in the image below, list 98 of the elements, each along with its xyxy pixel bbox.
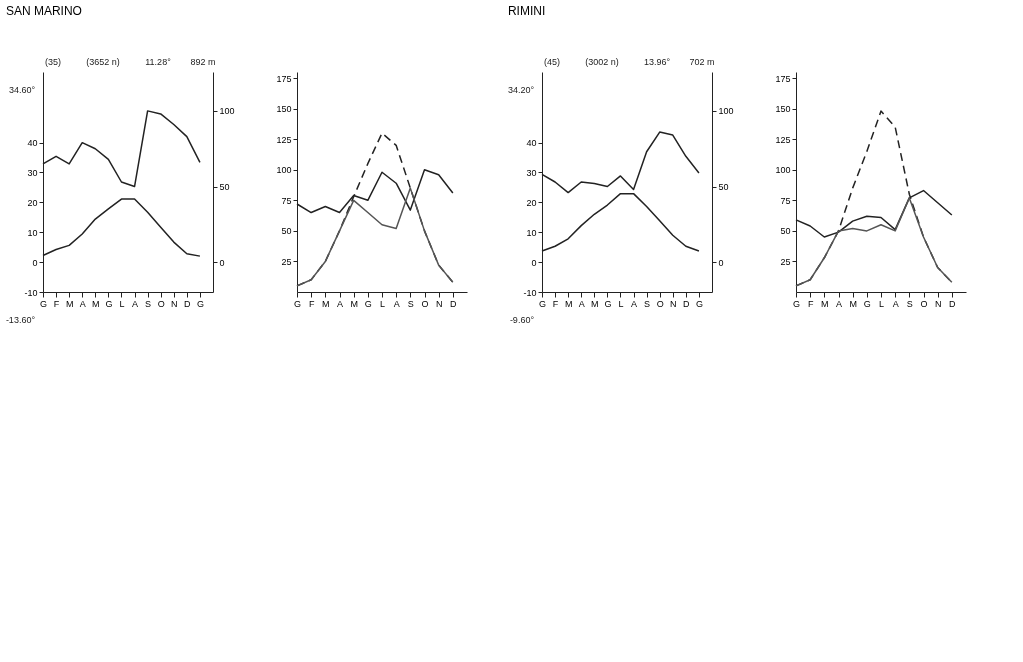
x-tick-label: L — [379, 298, 386, 309]
y-tick-label: 150 — [276, 104, 292, 115]
x-tick-label: L — [119, 298, 125, 309]
y-tick-label: 175 — [276, 73, 292, 84]
x-tick-label: A — [79, 298, 86, 309]
y-tick-label: 75 — [780, 195, 791, 206]
x-tick-label: G — [695, 298, 703, 309]
x-tick-label: O — [920, 298, 928, 309]
chart-title: SAN MARINO — [5, 4, 82, 18]
y-tick-label: 40 — [526, 138, 537, 149]
y-tick-label: 30 — [27, 167, 38, 178]
x-tick-label: M — [322, 298, 330, 309]
x-tick-label: M — [65, 298, 74, 309]
x-tick-label: A — [336, 298, 344, 309]
x-tick-label: D — [683, 298, 691, 309]
y-tick-label: -10 — [24, 287, 38, 298]
y-tick-label: 30 — [526, 167, 537, 178]
x-tick-label: A — [578, 298, 585, 309]
y2-tick-label: 50 — [718, 182, 729, 193]
text: (35) — [44, 57, 62, 67]
y-tick-label: 100 — [775, 165, 791, 176]
x-tick-label: A — [631, 298, 638, 309]
y-tick-label: 75 — [281, 195, 292, 206]
x-tick-label: A — [393, 298, 400, 309]
text: 702 m — [689, 57, 715, 67]
text: 13.96° — [643, 57, 671, 67]
y-tick-label: 125 — [276, 134, 292, 145]
x-tick-label: O — [157, 298, 165, 309]
x-tick-label: G — [538, 298, 547, 309]
x-tick-label: M — [564, 298, 573, 309]
y2-tick-label: 50 — [219, 182, 230, 193]
y-tick-label: 25 — [281, 256, 292, 267]
x-tick-label: S — [906, 298, 913, 309]
y-tick-label: 150 — [775, 104, 791, 115]
x-tick-label: F — [807, 298, 814, 309]
x-tick-label: A — [835, 298, 843, 309]
x-tick-label: D — [450, 298, 458, 309]
x-tick-label: F — [552, 298, 559, 309]
x-tick-label: M — [350, 298, 358, 309]
x-tick-label: O — [656, 298, 664, 309]
text: 11.28° — [145, 57, 172, 67]
y-tick-label: 0 — [32, 257, 38, 268]
x-tick-label: N — [171, 298, 178, 309]
x-tick-label: M — [821, 298, 829, 309]
y-tick-label: 50 — [780, 226, 791, 237]
y-tick-label: 0 — [531, 257, 537, 268]
x-tick-label: M — [849, 298, 857, 309]
y-tick-label: 50 — [281, 226, 292, 237]
x-tick-label: A — [892, 298, 899, 309]
y-tick-label: 20 — [27, 197, 38, 208]
text: (3652 n) — [86, 57, 120, 67]
x-tick-label: G — [196, 298, 204, 309]
x-tick-label: O — [421, 298, 429, 309]
text: 892 m — [190, 57, 216, 67]
x-tick-label: N — [670, 298, 677, 309]
text: -9.60° — [509, 315, 535, 325]
y-tick-label: 125 — [775, 134, 791, 145]
text: -13.60° — [5, 315, 36, 325]
chart-title: RIMINI — [507, 4, 546, 18]
y2-tick-label: 100 — [718, 106, 734, 117]
y-tick-label: -10 — [523, 287, 537, 298]
y-tick-label: 175 — [775, 73, 791, 84]
line-series — [795, 197, 953, 287]
x-tick-label: N — [934, 298, 942, 309]
text: (45) — [543, 57, 561, 67]
y2-tick-label: 0 — [718, 257, 724, 268]
x-tick-label: G — [604, 298, 612, 309]
y-tick-label: 10 — [526, 227, 537, 238]
text: 34.20° — [507, 85, 535, 95]
line-series — [296, 187, 454, 287]
y-tick-label: 25 — [780, 256, 791, 267]
text: (3002 n) — [585, 57, 619, 67]
x-tick-label: F — [53, 298, 60, 309]
x-tick-label: L — [878, 298, 885, 309]
x-tick-label: N — [435, 298, 443, 309]
x-tick-label: G — [863, 298, 871, 309]
x-tick-label: M — [92, 298, 100, 309]
x-tick-label: F — [308, 298, 315, 309]
y2-tick-label: 0 — [219, 257, 225, 268]
text: 34.60° — [8, 85, 36, 95]
x-tick-label: D — [184, 298, 192, 309]
x-tick-label: S — [145, 298, 152, 309]
x-tick-label: G — [105, 298, 113, 309]
y2-tick-label: 100 — [219, 106, 235, 117]
y-tick-label: 40 — [27, 138, 38, 149]
y-tick-label: 100 — [276, 165, 292, 176]
x-tick-label: S — [407, 298, 414, 309]
x-tick-label: A — [132, 298, 139, 309]
x-tick-label: G — [792, 298, 801, 309]
x-tick-label: M — [591, 298, 599, 309]
y-tick-label: 20 — [526, 197, 537, 208]
x-tick-label: G — [293, 298, 302, 309]
x-tick-label: G — [39, 298, 48, 309]
y-tick-label: 10 — [27, 227, 38, 238]
x-tick-label: G — [364, 298, 372, 309]
x-tick-label: S — [644, 298, 651, 309]
x-tick-label: L — [618, 298, 624, 309]
x-tick-label: D — [949, 298, 957, 309]
